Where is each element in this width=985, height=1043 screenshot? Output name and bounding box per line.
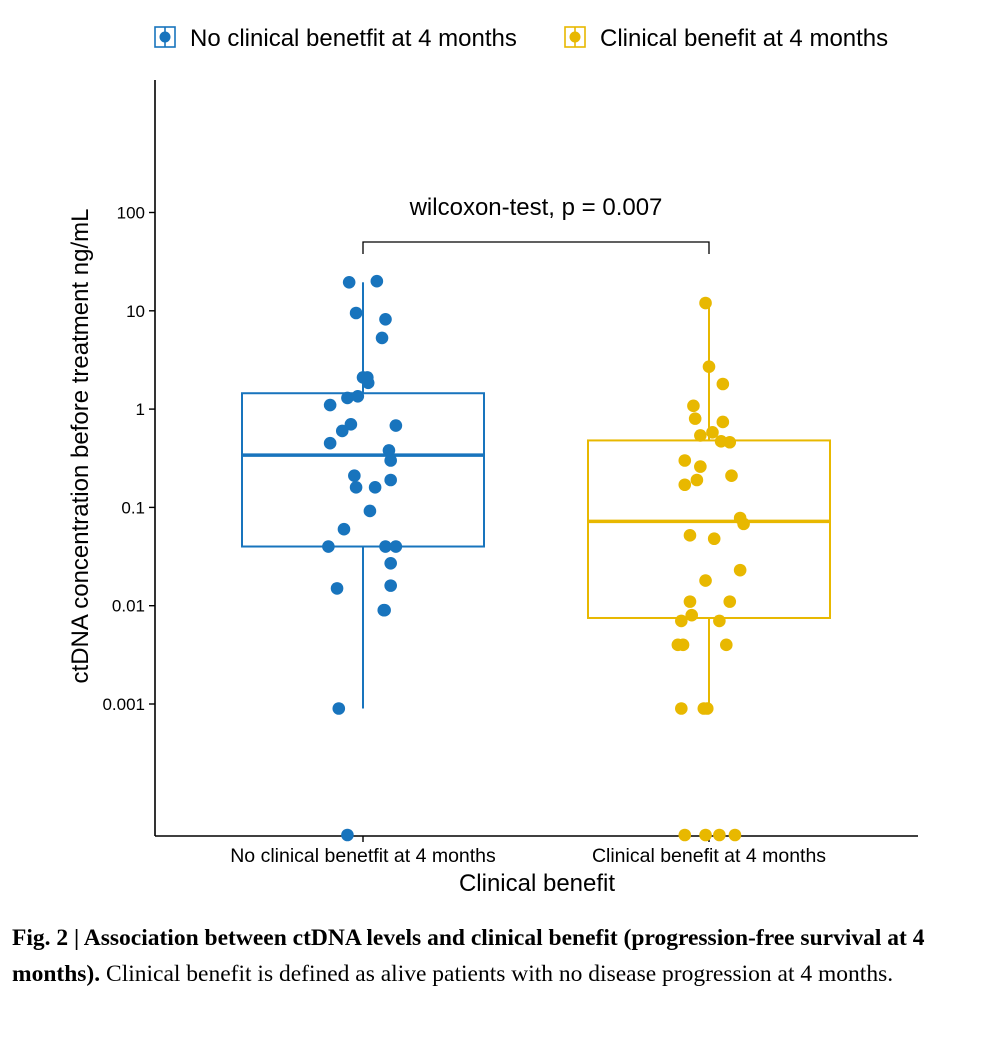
- data-point: [344, 418, 358, 431]
- figure-caption: Fig. 2 | Association between ctDNA level…: [12, 920, 977, 992]
- data-point: [707, 532, 721, 546]
- x-tick-label: No clinical benetfit at 4 months: [230, 845, 496, 867]
- data-point: [384, 556, 397, 570]
- x-axis: No clinical benetfit at 4 months Clinical…: [155, 835, 918, 867]
- data-point: [676, 638, 690, 652]
- data-point: [713, 614, 726, 628]
- significance-label: wilcoxon-test, p = 0.007: [409, 194, 663, 221]
- data-point: [702, 360, 716, 373]
- data-point: [694, 429, 707, 442]
- data-point: [720, 638, 733, 652]
- chart: No clinical benetfit at 4 months Clinical…: [67, 25, 918, 897]
- legend-entry: Clinical benefit at 4 months: [564, 25, 888, 52]
- y-axis: 0.001 0.01 0.1 1 10 100: [102, 80, 156, 836]
- data-point: [699, 828, 712, 842]
- data-point: [687, 399, 700, 413]
- y-tick-label: 0.01: [112, 597, 145, 616]
- data-point: [389, 540, 403, 553]
- data-point: [699, 296, 712, 310]
- data-point: [335, 424, 349, 438]
- data-point: [685, 608, 698, 622]
- data-point: [690, 473, 704, 487]
- data-point: [323, 436, 337, 450]
- data-point: [678, 478, 692, 492]
- data-point: [700, 702, 714, 715]
- data-point: [716, 377, 730, 391]
- caption-text: Clinical benefit is defined as alive pat…: [100, 961, 894, 987]
- data-point: [683, 529, 697, 542]
- data-point: [349, 306, 363, 320]
- legend-key-dot: [569, 31, 581, 43]
- data-point: [341, 391, 354, 405]
- data-point: [716, 415, 730, 429]
- data-point: [361, 376, 375, 390]
- y-tick-label: 0.1: [121, 498, 145, 517]
- box-iqr: [241, 392, 485, 548]
- y-tick-label: 1: [136, 400, 145, 419]
- data-point: [723, 595, 737, 608]
- data-point: [351, 389, 365, 403]
- data-point: [382, 444, 396, 457]
- data-points: [322, 274, 750, 842]
- data-point: [363, 504, 377, 518]
- data-point: [332, 702, 346, 715]
- data-point: [678, 454, 692, 467]
- data-point: [389, 419, 403, 432]
- data-point: [379, 312, 392, 326]
- caption-title: Fig. 2 | Association between ctDNA level…: [12, 925, 925, 987]
- data-point: [723, 435, 737, 449]
- data-point: [337, 522, 351, 536]
- data-point: [330, 582, 344, 595]
- x-tick-label: Clinical benefit at 4 months: [592, 845, 826, 867]
- data-point: [675, 702, 688, 715]
- data-point: [694, 460, 707, 473]
- data-point: [323, 398, 337, 412]
- legend: No clinical benetfit at 4 months Clinical…: [154, 25, 888, 52]
- y-tick-label: 10: [126, 302, 145, 321]
- box-iqr: [587, 439, 831, 619]
- data-point: [384, 473, 397, 487]
- data-point: [678, 828, 692, 842]
- data-point: [368, 481, 382, 494]
- significance-annotation: wilcoxon-test, p = 0.007: [362, 194, 710, 254]
- data-point: [349, 481, 363, 494]
- legend-label: No clinical benetfit at 4 months: [190, 25, 517, 52]
- y-tick-label: 100: [117, 204, 145, 223]
- data-point: [341, 828, 354, 842]
- data-point: [348, 469, 361, 483]
- data-point: [342, 275, 356, 289]
- data-point: [737, 517, 750, 531]
- legend-key-dot: [159, 31, 171, 43]
- data-point: [379, 540, 392, 553]
- data-point: [688, 412, 702, 425]
- data-point: [370, 274, 384, 288]
- box-plots: [241, 282, 831, 709]
- data-point: [733, 563, 747, 577]
- data-point: [375, 331, 389, 345]
- data-point: [378, 603, 391, 617]
- y-axis-label: ctDNA concentration before treatment ng/…: [67, 209, 94, 684]
- legend-entry: No clinical benetfit at 4 months: [154, 25, 517, 52]
- box-no-clinical-benefit: [241, 282, 485, 709]
- x-axis-label: Clinical benefit: [459, 870, 615, 897]
- data-point: [728, 828, 742, 842]
- data-point: [675, 614, 688, 628]
- significance-bracket: [362, 241, 710, 254]
- legend-label: Clinical benefit at 4 months: [600, 25, 888, 52]
- data-point: [706, 426, 719, 439]
- y-tick-label: 0.001: [102, 695, 145, 714]
- data-point: [699, 574, 712, 587]
- data-point: [384, 579, 397, 592]
- data-point: [322, 540, 335, 553]
- data-point: [713, 828, 726, 842]
- data-point: [683, 595, 697, 608]
- data-point: [384, 454, 397, 467]
- data-point: [725, 469, 738, 483]
